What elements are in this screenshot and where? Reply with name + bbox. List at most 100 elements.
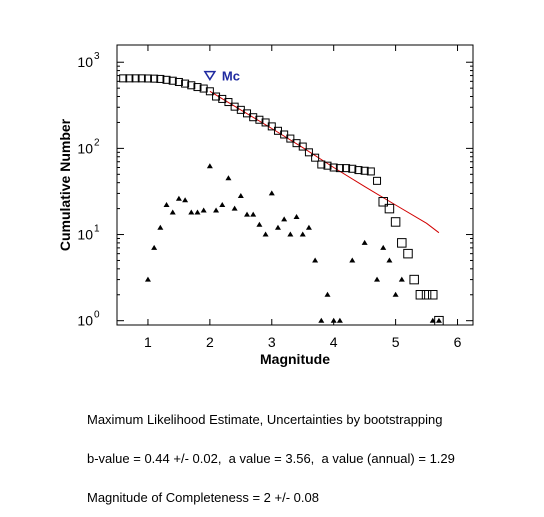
y-tick-label: 10 — [77, 54, 93, 70]
y-axis-title: Cumulative Number — [57, 118, 73, 251]
x-axis-title: Magnitude — [260, 351, 330, 367]
cumulative-point — [193, 83, 202, 92]
cumulative-point — [212, 92, 221, 101]
noncumulative-point — [274, 224, 281, 230]
caption: Maximum Likelihood Estimate, Uncertainti… — [87, 387, 455, 517]
cumulative-point — [205, 87, 214, 96]
noncumulative-point — [305, 224, 312, 230]
noncumulative-series — [144, 163, 442, 323]
mc-marker — [203, 70, 217, 81]
caption-line-1: Maximum Likelihood Estimate, Uncertainti… — [87, 412, 443, 427]
cumulative-point — [366, 167, 375, 176]
cumulative-point — [360, 166, 369, 175]
cumulative-point — [421, 290, 432, 300]
plot-frame — [116, 44, 474, 326]
noncumulative-point — [206, 163, 213, 169]
fit-line — [209, 90, 440, 234]
cumulative-point — [224, 98, 233, 107]
y-tick-label: 10 — [77, 140, 93, 156]
cumulative-point — [348, 164, 357, 173]
noncumulative-point — [349, 257, 356, 263]
cumulative-point — [335, 164, 344, 173]
x-tick-label: 6 — [454, 334, 462, 350]
noncumulative-point — [374, 276, 381, 282]
x-axis: 1 2 3 4 5 6 — [144, 45, 462, 350]
noncumulative-point — [398, 276, 405, 282]
cumulative-point — [428, 290, 438, 300]
noncumulative-point — [231, 205, 238, 211]
cumulative-point — [397, 238, 407, 248]
x-tick-label: 1 — [144, 334, 152, 350]
cumulative-point — [390, 217, 401, 227]
mc-annotation: Mc — [203, 69, 240, 84]
cumulative-point — [181, 79, 190, 88]
noncumulative-point — [268, 190, 275, 196]
caption-line-3: Magnitude of Completeness = 2 +/- 0.08 — [87, 490, 319, 505]
y-tick-exponent: 1 — [94, 224, 100, 235]
cumulative-point — [373, 176, 382, 185]
cumulative-point — [119, 74, 128, 83]
cumulative-point — [131, 74, 140, 83]
noncumulative-point — [380, 244, 387, 250]
cumulative-point — [162, 75, 171, 84]
noncumulative-point — [293, 213, 300, 219]
cumulative-point — [174, 77, 183, 86]
noncumulative-point — [213, 207, 220, 213]
cumulative-point — [156, 74, 165, 83]
noncumulative-point — [225, 175, 232, 181]
caption-line-2: b-value = 0.44 +/- 0.02, a value = 3.56,… — [87, 451, 455, 466]
cumulative-point — [342, 164, 351, 173]
cumulative-point — [409, 274, 419, 285]
cumulative-point — [384, 203, 395, 214]
cumulative-point — [150, 74, 159, 83]
noncumulative-point — [287, 231, 294, 237]
noncumulative-point — [336, 317, 343, 323]
noncumulative-point — [435, 317, 442, 323]
noncumulative-point — [219, 202, 226, 208]
noncumulative-point — [386, 257, 393, 263]
cumulative-point — [317, 160, 326, 169]
noncumulative-point — [175, 195, 182, 201]
cumulative-point — [323, 161, 332, 170]
noncumulative-point — [429, 317, 436, 323]
cumulative-point — [137, 74, 146, 83]
y-tick-exponent: 2 — [94, 137, 100, 148]
cumulative-point — [168, 76, 177, 85]
noncumulative-point — [157, 224, 164, 230]
x-tick-label: 2 — [206, 334, 214, 350]
noncumulative-point — [256, 221, 263, 227]
x-tick-label: 3 — [268, 334, 276, 350]
x-tick-label: 5 — [392, 334, 400, 350]
noncumulative-point — [312, 257, 319, 263]
cumulative-point — [415, 290, 426, 300]
cumulative-point — [286, 134, 295, 143]
cumulative-point — [267, 122, 276, 131]
noncumulative-point — [361, 239, 368, 245]
cumulative-point — [255, 115, 264, 124]
noncumulative-point — [281, 216, 288, 222]
cumulative-point — [378, 197, 388, 207]
cumulative-point — [311, 153, 320, 162]
y-tick-exponent: 0 — [94, 310, 100, 321]
y-tick-exponent: 3 — [94, 51, 100, 62]
noncumulative-point — [200, 207, 207, 213]
noncumulative-point — [250, 211, 257, 217]
cumulative-point — [125, 74, 134, 83]
noncumulative-point — [330, 317, 337, 323]
noncumulative-point — [169, 209, 176, 215]
noncumulative-point — [188, 209, 195, 215]
noncumulative-point — [324, 291, 331, 297]
mc-label: Mc — [222, 69, 240, 84]
cumulative-point — [329, 163, 338, 172]
y-tick-label: 10 — [77, 227, 93, 243]
cumulative-point — [354, 166, 363, 175]
cumulative-point — [304, 148, 313, 157]
noncumulative-point — [318, 317, 325, 323]
cumulative-series — [119, 74, 444, 326]
noncumulative-point — [392, 291, 399, 297]
cumulative-point — [143, 74, 152, 83]
cumulative-point — [298, 142, 307, 151]
x-tick-label: 4 — [330, 334, 338, 350]
